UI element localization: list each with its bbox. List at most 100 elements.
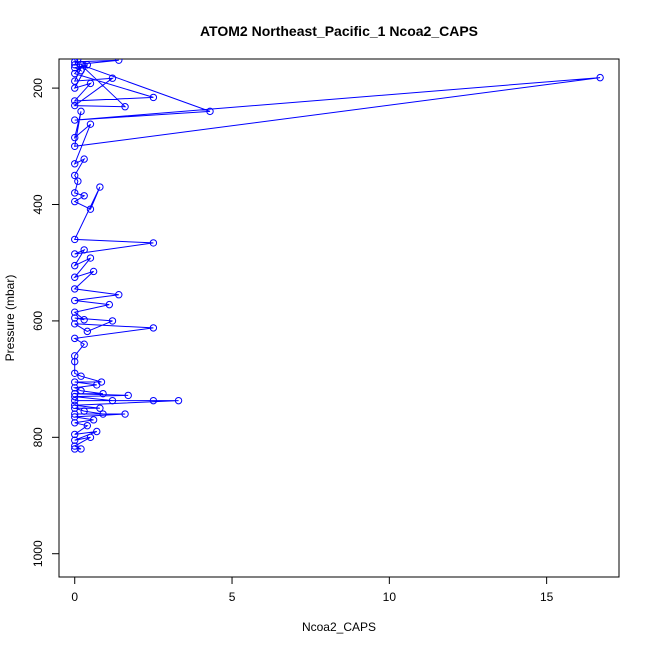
data-point xyxy=(71,261,79,270)
data-point xyxy=(121,410,129,418)
data-point xyxy=(71,142,79,151)
x-tick-label: 10 xyxy=(383,590,397,604)
data-point xyxy=(71,404,79,412)
data-point xyxy=(71,436,79,444)
data-point xyxy=(89,416,98,424)
data-point xyxy=(71,389,79,398)
y-tick-label: 600 xyxy=(31,311,45,331)
data-point xyxy=(86,120,95,128)
data-point xyxy=(71,189,79,197)
data-point xyxy=(206,107,214,116)
data-point xyxy=(71,116,79,124)
x-tick-label: 0 xyxy=(71,590,78,604)
plot-frame xyxy=(58,58,620,578)
data-point xyxy=(71,430,79,439)
data-point xyxy=(74,177,82,185)
data-point xyxy=(105,300,114,309)
data-point xyxy=(115,59,123,64)
data-point xyxy=(71,250,79,258)
y-tick-label: 200 xyxy=(31,78,45,98)
data-point xyxy=(149,93,158,102)
data-point xyxy=(71,160,79,168)
y-tick-label: 800 xyxy=(31,427,45,447)
data-point xyxy=(71,296,79,305)
data-point xyxy=(71,413,79,421)
data-point xyxy=(71,320,79,328)
data-point xyxy=(77,445,85,453)
data-point xyxy=(86,254,95,262)
data-point xyxy=(71,410,79,418)
x-axis-label: Ncoa2_CAPS xyxy=(302,620,376,634)
data-point xyxy=(99,389,107,398)
data-point xyxy=(71,369,79,377)
data-point xyxy=(80,155,88,163)
data-point xyxy=(71,401,79,410)
data-point xyxy=(71,64,79,72)
data-point xyxy=(77,66,85,75)
data-point xyxy=(71,133,79,142)
data-point xyxy=(86,205,95,213)
data-point xyxy=(71,384,79,392)
data-point xyxy=(124,391,132,400)
data-point xyxy=(121,103,129,111)
data-point xyxy=(89,267,98,276)
data-point xyxy=(77,372,85,380)
y-axis-label: Pressure (mbar) xyxy=(3,275,17,362)
y-axis: 200 400 600 800 1000 xyxy=(31,78,60,567)
data-point xyxy=(96,183,104,191)
data-point xyxy=(108,317,117,325)
y-tick-label: 400 xyxy=(31,194,45,214)
data-point xyxy=(71,308,79,316)
series-group xyxy=(71,59,604,453)
data-point xyxy=(77,107,85,116)
data-point xyxy=(71,419,79,427)
data-point xyxy=(80,192,88,200)
data-point xyxy=(71,334,79,343)
data-point xyxy=(71,378,79,386)
data-point xyxy=(83,61,92,69)
data-point xyxy=(596,73,604,82)
data-point xyxy=(83,327,92,336)
data-point xyxy=(93,427,101,436)
data-point xyxy=(108,74,117,82)
data-point xyxy=(86,433,95,442)
data-point xyxy=(71,101,79,110)
data-point xyxy=(71,235,79,244)
data-point xyxy=(97,378,106,386)
x-tick-label: 5 xyxy=(229,590,236,604)
data-point xyxy=(71,442,79,450)
data-point xyxy=(174,396,183,405)
data-point xyxy=(149,396,158,405)
data-point xyxy=(80,246,88,254)
data-point xyxy=(71,171,79,180)
data-point xyxy=(149,239,158,247)
data-point xyxy=(71,285,79,293)
data-point xyxy=(71,61,79,69)
data-point xyxy=(86,79,95,88)
data-point xyxy=(71,273,79,281)
data-point xyxy=(71,357,79,366)
y-tick-label: 1000 xyxy=(31,540,45,567)
data-point xyxy=(108,396,117,405)
data-point xyxy=(115,291,123,299)
x-axis: 0 5 10 15 xyxy=(71,576,554,604)
data-point xyxy=(71,84,79,92)
data-point xyxy=(71,392,79,401)
x-tick-label: 15 xyxy=(540,590,554,604)
series-line xyxy=(72,59,601,450)
data-point xyxy=(77,387,85,395)
data-point xyxy=(71,197,79,206)
data-point xyxy=(71,97,79,105)
data-point xyxy=(80,407,88,415)
data-point xyxy=(96,404,104,412)
data-point xyxy=(71,69,79,78)
data-point xyxy=(80,316,88,324)
data-point xyxy=(80,340,88,348)
data-point xyxy=(71,396,79,405)
data-point xyxy=(74,59,82,63)
data-point xyxy=(71,352,79,360)
data-point xyxy=(71,77,79,85)
chart-title: ATOM2 Northeast_Pacific_1 Ncoa2_CAPS xyxy=(200,23,478,39)
data-point xyxy=(99,410,107,418)
